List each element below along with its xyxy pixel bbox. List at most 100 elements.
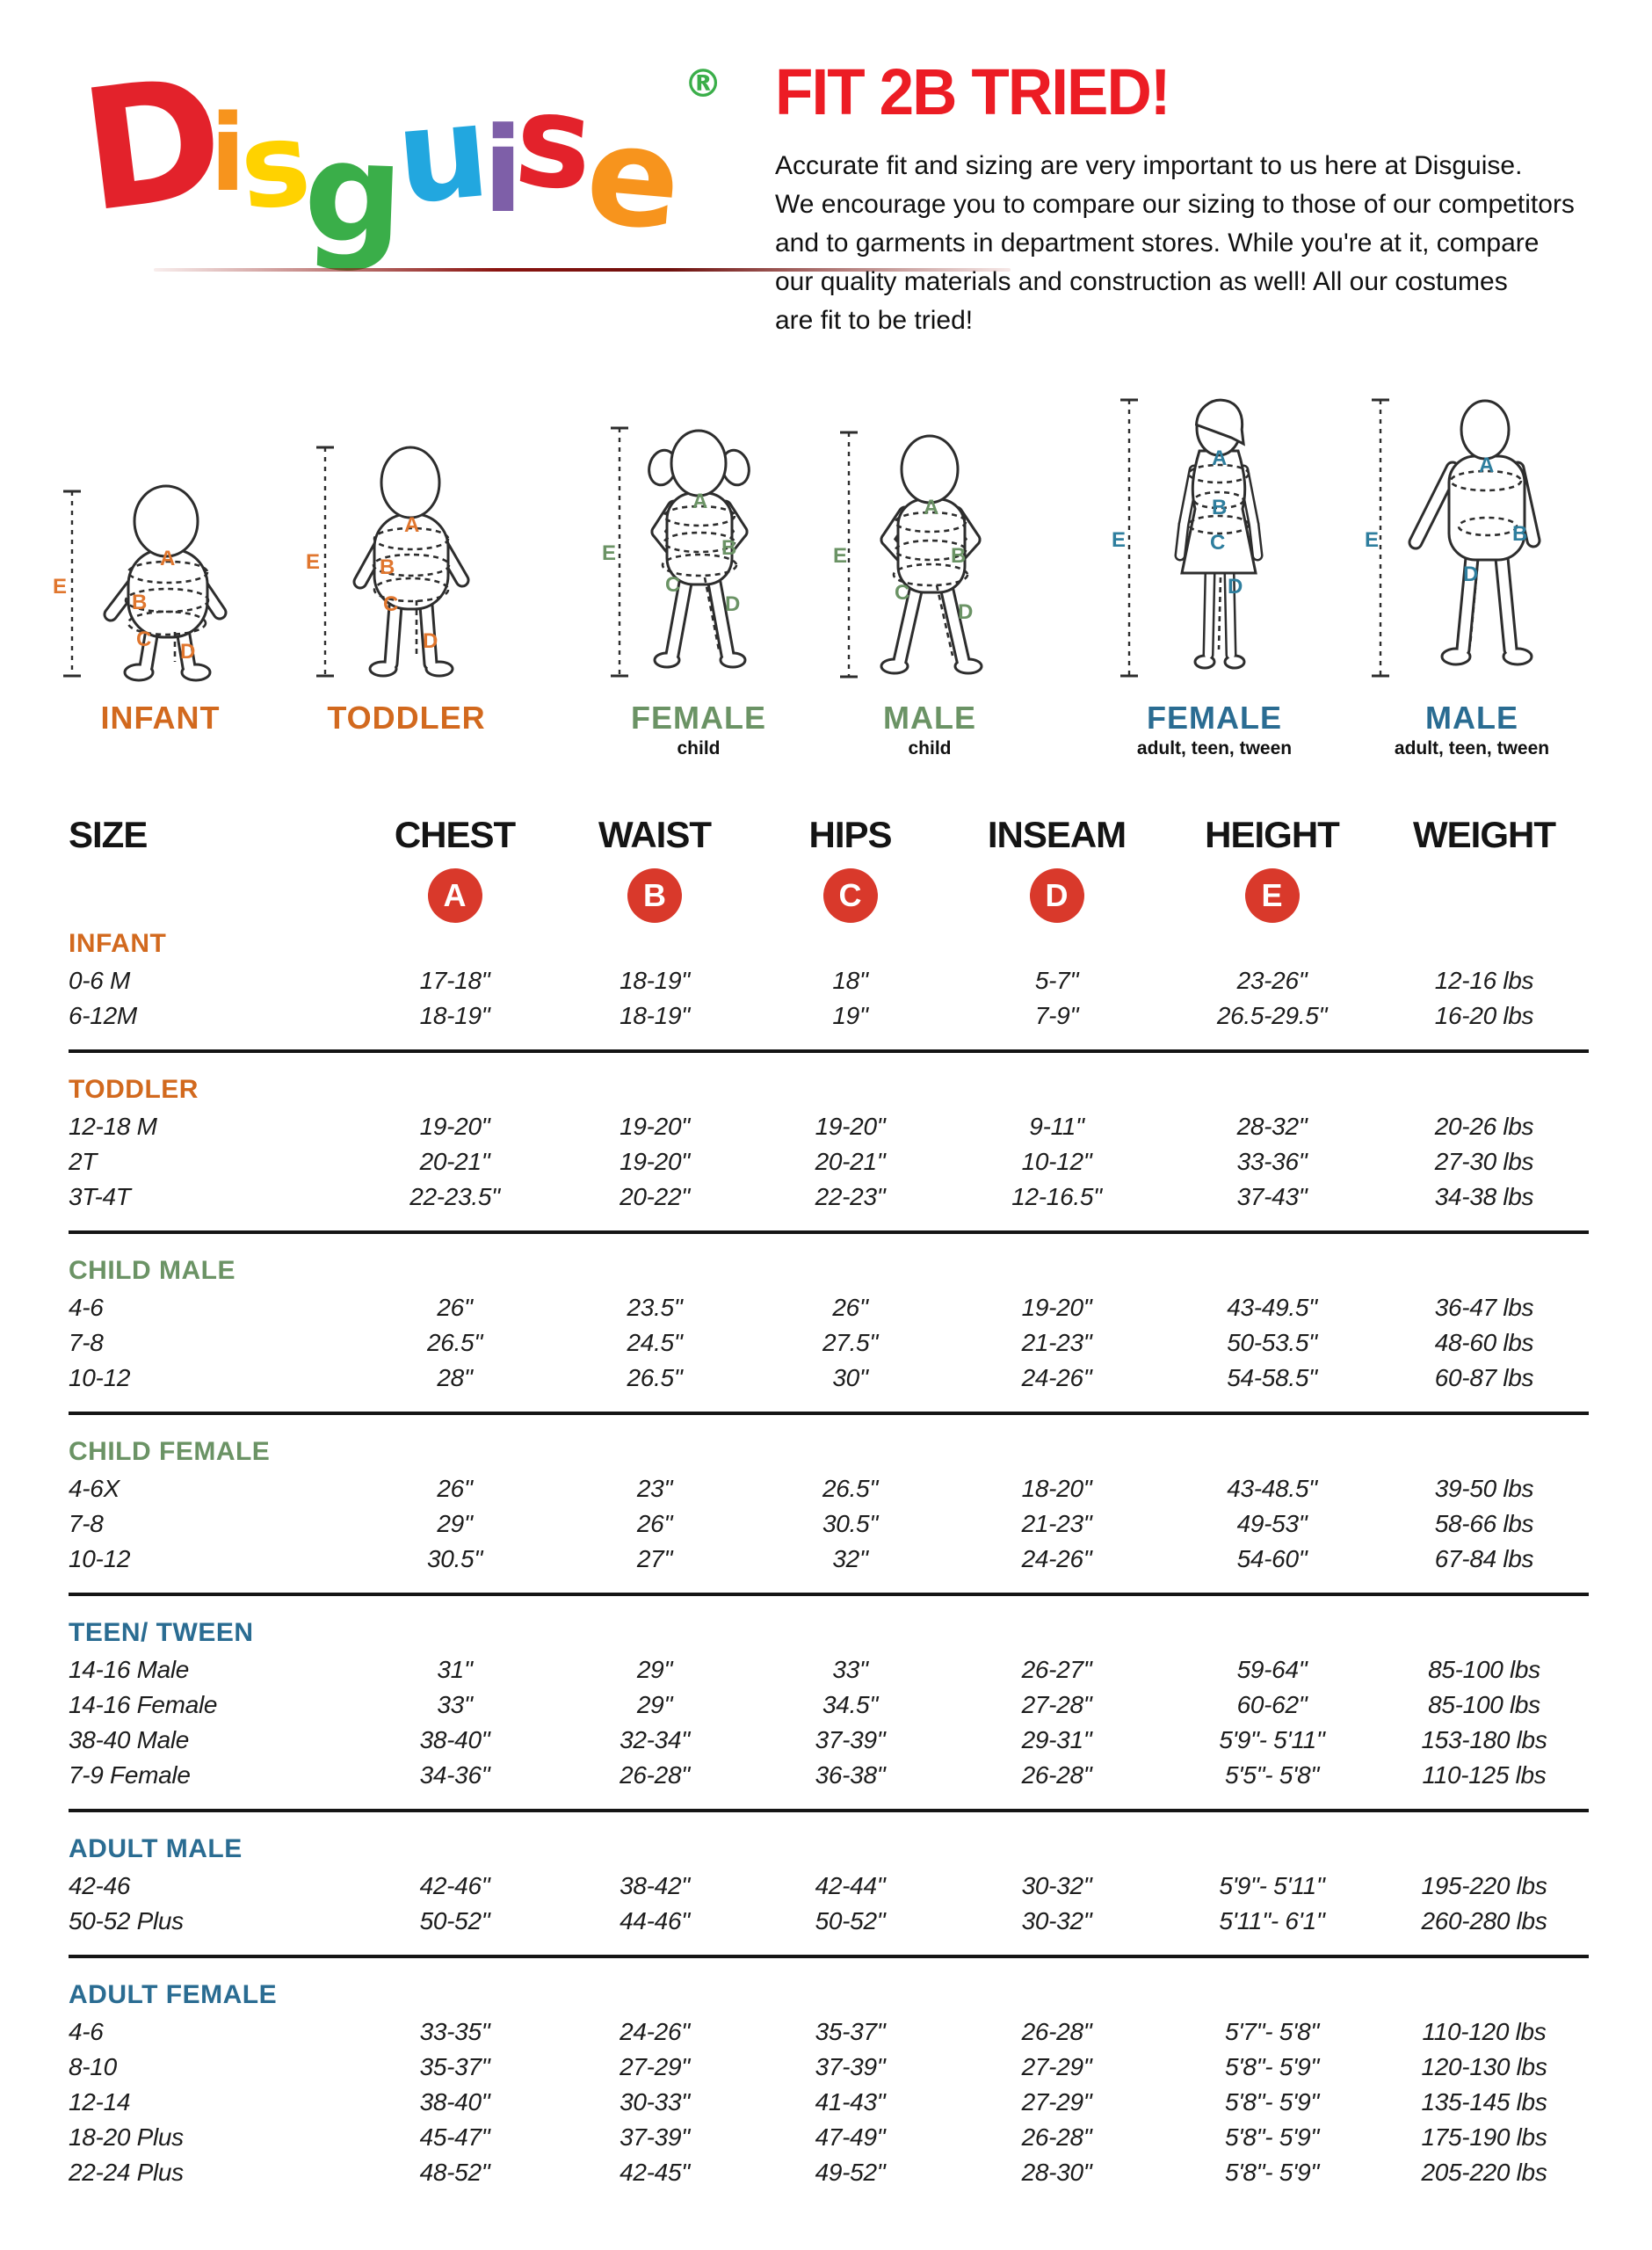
- table-row: 4-6 26" 23.5" 26" 19-20" 43-49.5" 36-47 …: [69, 1290, 1589, 1325]
- cell-size: 12-14: [69, 2088, 131, 2116]
- infant-chest-letter: A: [160, 547, 175, 570]
- cell-hips: 26.5": [822, 1475, 878, 1502]
- cell-weight: 12-16 lbs: [1434, 967, 1534, 994]
- cell-chest: 35-37": [419, 2053, 490, 2080]
- cell-height: 43-48.5": [1227, 1475, 1317, 1502]
- female-adult-hips-letter: C: [1210, 531, 1225, 555]
- disguise-logo-wordmark: D i s g u i s e ®: [72, 40, 722, 308]
- intro-line-5: are fit to be tried!: [775, 306, 974, 335]
- col-header-weight: WEIGHT: [1413, 814, 1556, 855]
- figure-male-adult: E A B D MALE adult, teen, tween: [1362, 393, 1582, 759]
- table-row: 50-52 Plus 50-52" 44-46" 50-52" 30-32" 5…: [69, 1904, 1589, 1939]
- cell-chest: 17-18": [419, 967, 490, 994]
- figure-label-male-adult: MALE: [1425, 700, 1518, 736]
- cell-hips: 50-52": [815, 1907, 886, 1934]
- cell-waist: 18-19": [620, 1002, 690, 1029]
- cell-height: 54-60": [1236, 1545, 1308, 1572]
- section-header-child-female: CHILD FEMALE: [69, 1437, 271, 1466]
- cell-height: 33-36": [1236, 1148, 1308, 1175]
- cell-hips: 22-23": [815, 1183, 886, 1210]
- cell-inseam: 30-32": [1021, 1872, 1092, 1899]
- male-child-height-letter: E: [833, 544, 847, 568]
- cell-weight: 260-280 lbs: [1421, 1907, 1547, 1934]
- cell-hips: 18": [832, 967, 868, 994]
- female-child-figure-illustration: E A B C D: [602, 426, 750, 678]
- cell-height: 60-62": [1236, 1691, 1308, 1718]
- section-divider: [69, 1049, 1589, 1053]
- measure-letter-row: A B C D E: [69, 867, 1589, 925]
- toddler-inseam-letter: D: [423, 629, 438, 653]
- figure-infant: E A B C D INFANT: [48, 481, 272, 737]
- cell-inseam: 19-20": [1021, 1294, 1092, 1321]
- cell-waist: 23": [636, 1475, 673, 1502]
- cell-waist: 24-26": [620, 2018, 690, 2045]
- col-header-waist: WAIST: [598, 814, 712, 855]
- waist-letter-badge: B: [627, 868, 682, 923]
- cell-hips: 30": [832, 1364, 868, 1391]
- cell-inseam: 24-26": [1021, 1545, 1092, 1572]
- cell-weight: 48-60 lbs: [1434, 1329, 1534, 1356]
- infant-hips-letter: C: [136, 628, 151, 651]
- cell-weight: 195-220 lbs: [1421, 1872, 1547, 1899]
- male-child-hips-letter: C: [895, 581, 909, 605]
- cell-weight: 85-100 lbs: [1428, 1691, 1540, 1718]
- cell-waist: 23.5": [627, 1294, 683, 1321]
- cell-height: 5'9"- 5'11": [1219, 1872, 1325, 1899]
- cell-weight: 110-125 lbs: [1422, 1761, 1547, 1789]
- cell-waist: 19-20": [620, 1148, 690, 1175]
- figure-sublabel-female-child: child: [677, 738, 721, 758]
- cell-inseam: 12-16.5": [1011, 1183, 1102, 1210]
- figure-label-male-child: MALE: [883, 700, 976, 736]
- cell-weight: 175-190 lbs: [1421, 2123, 1547, 2151]
- cell-inseam: 28-30": [1021, 2159, 1092, 2186]
- cell-size: 7-9 Female: [69, 1761, 191, 1789]
- female-child-waist-letter: B: [721, 536, 736, 560]
- cell-weight: 16-20 lbs: [1434, 1002, 1534, 1029]
- cell-waist: 26-28": [620, 1761, 690, 1789]
- height-letter-badge: E: [1244, 868, 1300, 923]
- cell-hips: 26": [832, 1294, 868, 1321]
- col-header-height: HEIGHT: [1205, 814, 1340, 855]
- table-row: 2T 20-21" 19-20" 20-21" 10-12" 33-36" 27…: [69, 1144, 1589, 1179]
- table-row: 38-40 Male 38-40" 32-34" 37-39" 29-31" 5…: [69, 1723, 1589, 1758]
- table-row: 7-9 Female 34-36" 26-28" 36-38" 26-28" 5…: [69, 1758, 1589, 1793]
- logo-letter-g: g: [301, 111, 407, 276]
- cell-hips: 32": [832, 1545, 868, 1572]
- logo-letter-u: u: [390, 76, 495, 234]
- cell-weight: 67-84 lbs: [1434, 1545, 1534, 1572]
- intro-line-1: Accurate fit and sizing are very importa…: [775, 151, 1523, 180]
- cell-chest: 42-46": [419, 1872, 490, 1899]
- table-row: 22-24 Plus 48-52" 42-45" 49-52" 28-30" 5…: [69, 2155, 1589, 2190]
- cell-waist: 26": [636, 1510, 673, 1537]
- cell-waist: 29": [636, 1656, 673, 1683]
- cell-chest: 22-23.5": [409, 1183, 500, 1210]
- cell-inseam: 10-12": [1021, 1148, 1092, 1175]
- cell-height: 5'8"- 5'9": [1225, 2159, 1319, 2186]
- col-header-chest: CHEST: [394, 814, 516, 855]
- measurement-figures-row: E A B C D INFANT: [0, 387, 1652, 800]
- cell-weight: 120-130 lbs: [1421, 2053, 1547, 2080]
- cell-inseam: 26-28": [1021, 1761, 1092, 1789]
- cell-weight: 34-38 lbs: [1434, 1183, 1534, 1210]
- cell-hips: 36-38": [815, 1761, 886, 1789]
- male-child-inseam-letter: D: [958, 600, 973, 624]
- table-row: 8-10 35-37" 27-29" 37-39" 27-29" 5'8"- 5…: [69, 2050, 1589, 2085]
- cell-inseam: 29-31": [1021, 1726, 1092, 1753]
- cell-chest: 31": [437, 1656, 473, 1683]
- col-header-hips: HIPS: [808, 814, 892, 855]
- figure-label-female-child: FEMALE: [631, 700, 766, 736]
- cell-inseam: 21-23": [1021, 1329, 1092, 1356]
- cell-chest: 20-21": [419, 1148, 490, 1175]
- cell-inseam: 9-11": [1029, 1113, 1084, 1140]
- inseam-letter-badge: D: [1029, 868, 1084, 923]
- cell-size: 8-10: [69, 2053, 117, 2080]
- cell-waist: 44-46": [620, 1907, 690, 1934]
- cell-waist: 42-45": [620, 2159, 690, 2186]
- cell-height: 37-43": [1236, 1183, 1308, 1210]
- cell-height: 43-49.5": [1227, 1294, 1317, 1321]
- hips-letter-badge: C: [822, 868, 878, 923]
- cell-waist: 19-20": [620, 1113, 690, 1140]
- cell-inseam: 26-28": [1021, 2018, 1092, 2045]
- cell-waist: 26.5": [627, 1364, 683, 1391]
